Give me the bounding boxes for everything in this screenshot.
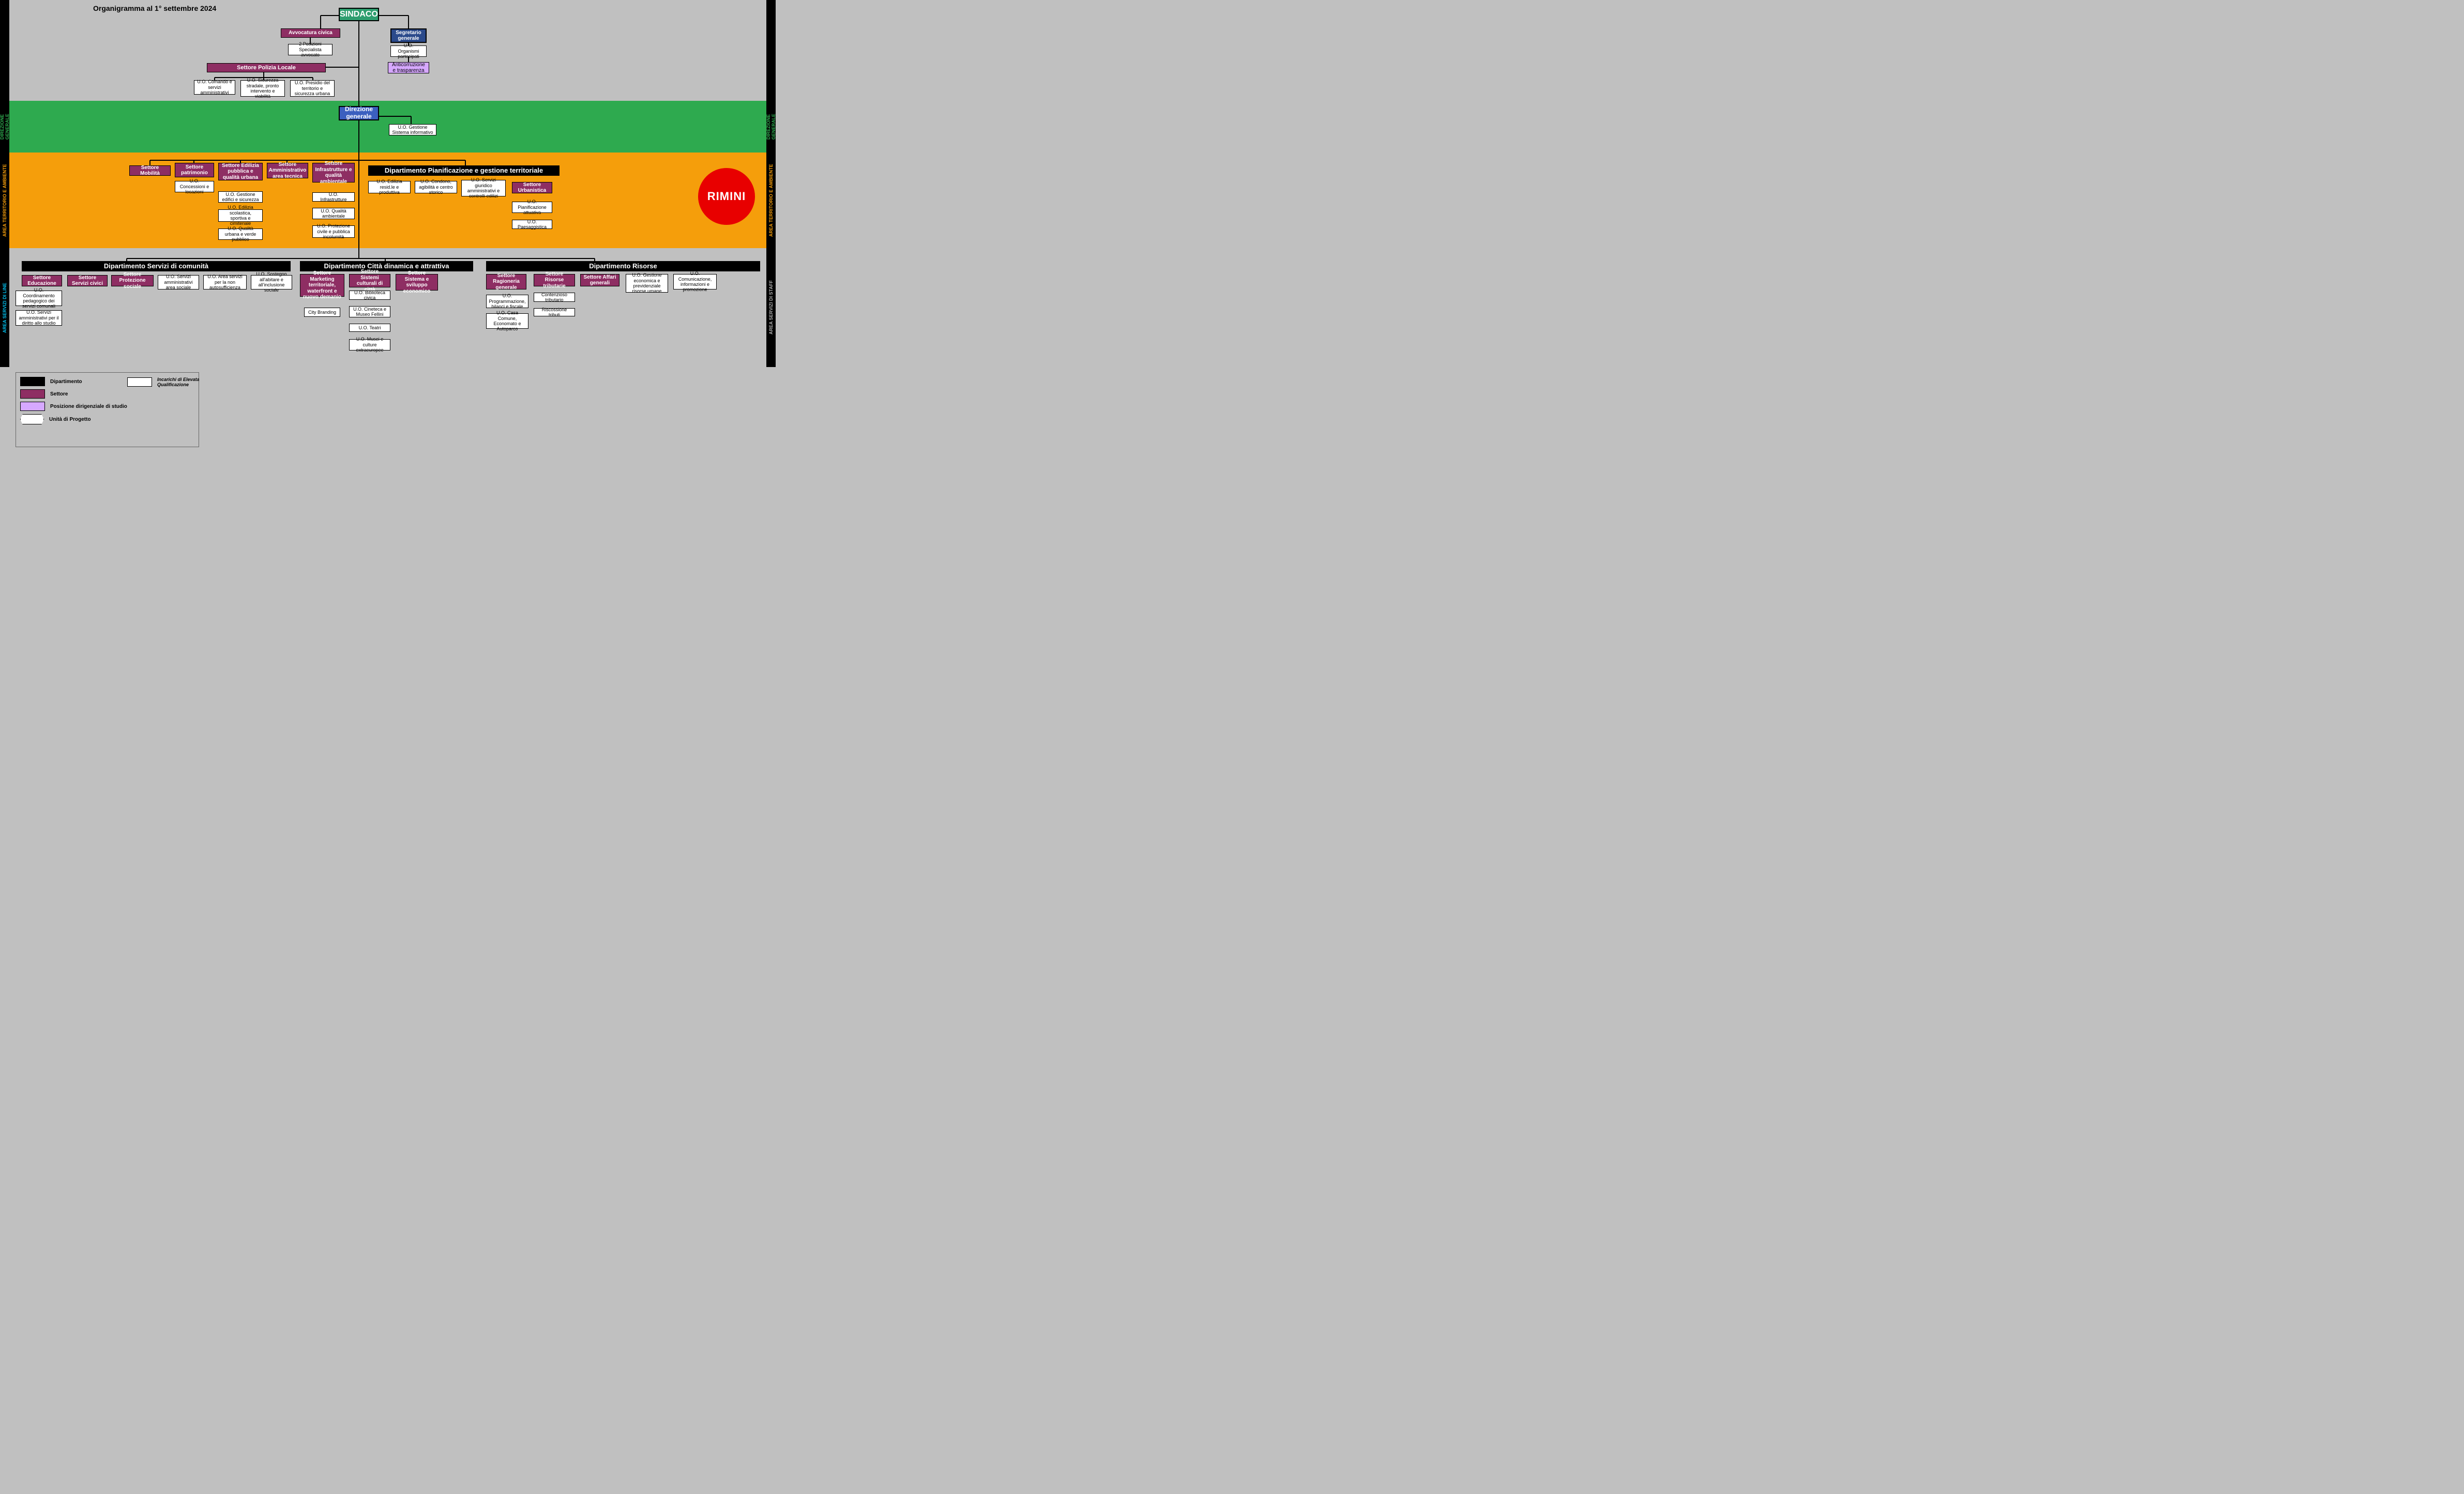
settore-infrastrutture: Settore Infrastrutture e qualità ambient… [312, 163, 355, 182]
vlabel-direzione-l: DIREZIONE GENERALE [0, 101, 9, 153]
settore-edilizia: Settore Edilizia pubblica e qualità urba… [218, 163, 263, 180]
pianif-uo3: U.O. Servizi giuridico amministrativi e … [461, 180, 506, 196]
settore-protezione: Settore Protezione sociale [111, 275, 154, 286]
org-chart: DIREZIONE GENERALE DIREZIONE GENERALE AR… [0, 0, 776, 238]
settore-tributarie: Settore Risorse tributarie [534, 274, 575, 286]
patrimonio-uo1: U.O. Concessioni e locazioni [175, 181, 214, 192]
comunita-uo2: U.O. Area servizi per la non autosuffici… [203, 275, 247, 289]
settore-sistemi-culturali: Settore Sistemi culturali di città [349, 274, 390, 287]
risorse-uo1: U.O. Gestione economica e previdenziale … [626, 274, 668, 293]
segretario-generale: Segretario generale [390, 28, 427, 43]
band-direzione [9, 101, 766, 153]
vlabel-territorio-l: AREA TERRITORIO E AMBIENTE [0, 153, 9, 248]
infra-uo2: U.O. Qualità ambientale [312, 208, 355, 219]
edilizia-uo3: U.O. Qualità urbana e verde pubblico [218, 228, 263, 240]
page-title: Organigramma al 1° settembre 2024 [93, 4, 216, 12]
legend-swatch-incarichi [127, 377, 152, 387]
infra-uo1: U.O. Infrastrutture [312, 192, 355, 202]
pianif-uo2: U.O. Condono, agibilità e centro storico [415, 181, 457, 193]
ragioneria-uo2: U.O. Casa Comune, Economato e Autoparco [486, 313, 528, 329]
settore-urbanistica: Settore Urbanistica [512, 182, 552, 193]
vlabel-territorio-r: AREA TERRITORIO E AMBIENTE [766, 153, 776, 248]
segretario-uo: U.O. Organismi partecipati [390, 45, 427, 57]
vlabel-staff-r: AREA SERVIZI DI STAFF [766, 248, 776, 367]
dip-risorse: Dipartimento Risorse [486, 261, 760, 271]
settore-amm-tecnica: Settore Amministrativo area tecnica [267, 163, 308, 178]
edilizia-uo1: U.O. Gestione edifici e sicurezza [218, 191, 263, 203]
legend-swatch-progetto [20, 414, 44, 424]
vlabel-direzione-r: DIREZIONE GENERALE [766, 101, 776, 153]
settore-polizia-locale: Settore Polizia Locale [207, 63, 326, 72]
band-top [9, 0, 766, 101]
direzione-generale: Direzione generale [339, 106, 379, 120]
sindaco: SINDACO [339, 8, 379, 21]
legend-swatch-settore [20, 389, 45, 399]
sistemi-uo2: U.O. Cineteca e Museo Fellini [349, 306, 390, 317]
infra-uo3: U.O. Protezione civile e pubblica incolu… [312, 225, 355, 238]
educ-uo1: U.O. Coordinamento pedagogico dei serviz… [16, 291, 62, 306]
legend-label-studio: Posizione dirigenziale di studio [50, 404, 127, 409]
legend-label-dept: Dipartimento [50, 379, 82, 385]
legend-swatch-studio [20, 402, 45, 411]
risorse-uo2: U.O. Comunicazione, informazioni e promo… [673, 274, 717, 289]
legend-swatch-dept [20, 377, 45, 386]
polizia-uo3: U.O. Presidio del territorio e sicurezza… [290, 80, 335, 97]
settore-patrimonio: Settore patrimonio [175, 163, 214, 177]
trib-uo1: Contenzioso tributario [534, 293, 575, 302]
urb-uo1: U.O. Pianificazione attuativa [512, 202, 552, 213]
marketing-uo1: City Branding [304, 308, 340, 317]
dip-pianificazione: Dipartimento Pianificazione e gestione t… [368, 165, 560, 176]
sistemi-uo3: U.O. Teatri [349, 324, 390, 332]
settore-civici: Settore Servizi civici [67, 275, 108, 286]
ragioneria-uo1: U.O. Programmazione, bilanci e fiscale [486, 295, 528, 308]
urb-uo2: U.O. Paesaggistica [512, 220, 552, 229]
sistemi-uo1: U.O. Biblioteca civica [349, 291, 390, 300]
comunita-uo1: U.O. Servizi amministrativi area sociale [158, 275, 199, 289]
polizia-uo2: U.O. Sicurezza stradale, pronto interven… [240, 80, 285, 97]
vlabel-line-l: AREA SERVIZI DI LINE [0, 248, 9, 367]
legend-label-settore: Settore [50, 391, 68, 397]
dip-comunita: Dipartimento Servizi di comunità [22, 261, 291, 271]
comunita-uo3: U.O. Sostegno all'abitare e all'inclusio… [251, 275, 292, 289]
settore-sviluppo-economico: Settore Sistema e sviluppo economico [396, 274, 438, 291]
avvocatura-uo: 2 Posizioni Specialista avvocato [288, 44, 332, 55]
legend: Dipartimento Settore Posizione dirigenzi… [16, 372, 199, 447]
pianif-uo1: U.O. Edilizia resid.le e produttiva [368, 181, 411, 193]
edilizia-uo2: U.O. Edilizia scolastica, sportiva e cim… [218, 209, 263, 222]
settore-educazione: Settore Educazione [22, 275, 62, 286]
settore-affari-generali: Settore Affari generali [580, 274, 619, 286]
legend-label-incarichi: Incarichi di Elevata Qualificazione [157, 377, 214, 387]
trib-uo2: Riscossione tributi [534, 308, 575, 316]
settore-mobilita: Settore Mobilità [129, 165, 171, 176]
polizia-uo1: U.O. Comando e servizi amministrativi [194, 80, 235, 95]
legend-label-progetto: Unità di Progetto [49, 417, 91, 422]
logo-rimini: RIMINI [698, 168, 755, 225]
settore-ragioneria: Settore Ragioneria generale [486, 274, 526, 289]
direzione-uo: U.O. Gestione Sistema informativo [389, 124, 436, 135]
avvocatura-civica: Avvocatura civica [281, 28, 340, 38]
sistemi-uo4: U.O. Musei e culture extraeuropee [349, 339, 390, 350]
educ-uo2: U.O. Servizi amministrativi per il dirit… [16, 310, 62, 326]
anticorruzione: Anticorruzione e trasparenza [388, 62, 429, 73]
settore-marketing: Settore Marketing territoriale, waterfro… [300, 274, 344, 297]
